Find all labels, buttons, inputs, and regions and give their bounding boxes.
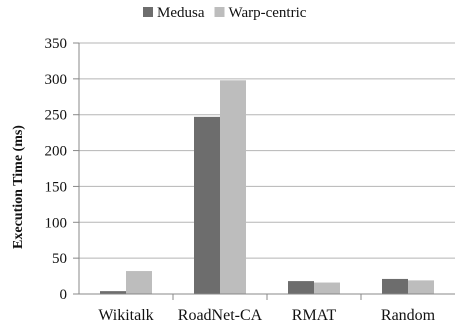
y-tick-labels: 0 50 100 150 200 250 300 350 bbox=[45, 36, 68, 303]
bar-warp-centric-wikitalk bbox=[126, 271, 152, 294]
gridlines bbox=[79, 42, 455, 259]
x-category-label: RMAT bbox=[292, 307, 337, 324]
y-tick-label: 0 bbox=[60, 287, 68, 303]
bar-warp-centric-roadnet-ca bbox=[220, 80, 246, 294]
bar-warp-centric-rmat bbox=[314, 282, 340, 294]
axes bbox=[73, 42, 455, 300]
y-tick-label: 50 bbox=[52, 251, 67, 267]
y-tick-label: 100 bbox=[45, 215, 68, 231]
y-tick-label: 250 bbox=[45, 108, 68, 124]
legend: Medusa Warp-centric bbox=[143, 5, 307, 21]
legend-label: Warp-centric bbox=[229, 5, 307, 21]
legend-swatch bbox=[143, 7, 153, 17]
bar-warp-centric-random bbox=[408, 280, 434, 294]
legend-swatch bbox=[214, 7, 225, 17]
y-tick-label: 150 bbox=[45, 179, 68, 195]
x-category-label: RoadNet-CA bbox=[178, 307, 263, 324]
x-category-labels: Wikitalk RoadNet-CA RMAT Random bbox=[98, 307, 435, 324]
bar-medusa-rmat bbox=[288, 281, 314, 294]
bar-medusa-wikitalk bbox=[100, 291, 126, 294]
legend-label: Medusa bbox=[157, 5, 205, 21]
bar-medusa-roadnet-ca bbox=[194, 116, 220, 294]
y-tick-label: 200 bbox=[45, 144, 68, 160]
y-axis-label: Execution Time (ms) bbox=[11, 125, 26, 249]
y-tick-label: 350 bbox=[45, 36, 68, 52]
x-category-label: Wikitalk bbox=[98, 307, 153, 324]
bar-medusa-random bbox=[382, 278, 408, 294]
x-category-label: Random bbox=[381, 307, 436, 324]
bars bbox=[100, 80, 434, 294]
y-tick-label: 300 bbox=[45, 72, 68, 88]
